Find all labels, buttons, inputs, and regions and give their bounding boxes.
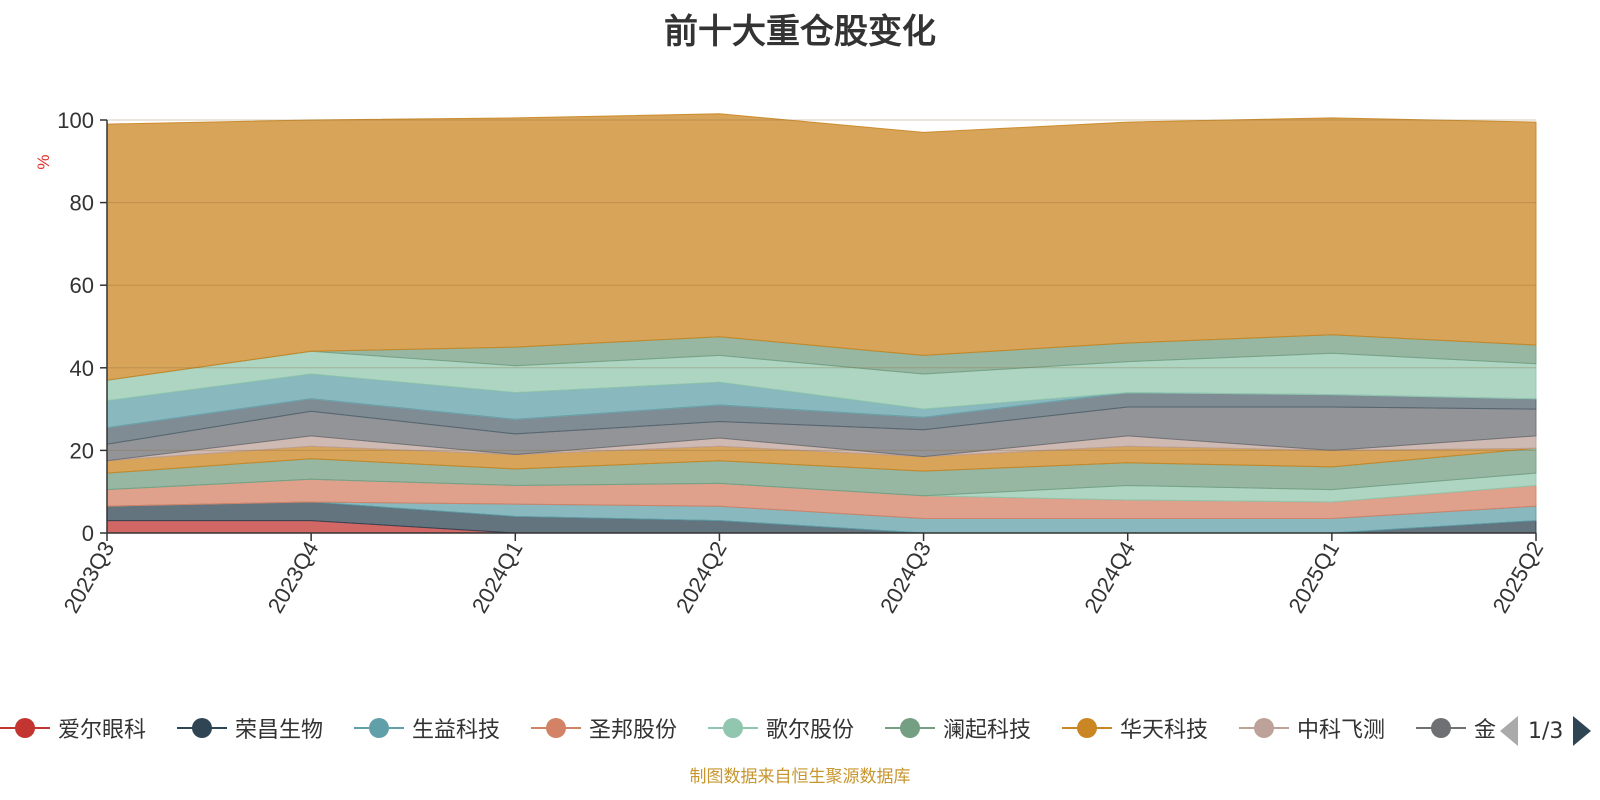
chart-title: 前十大重仓股变化 (664, 12, 936, 52)
legend-item[interactable]: 荣昌生物 (177, 712, 323, 744)
legend-marker-icon (1239, 712, 1289, 744)
legend-next-page-icon[interactable] (1573, 716, 1592, 746)
legend-page-indicator: 1/3 (1528, 718, 1564, 744)
x-tick-label: 2023Q4 (263, 537, 324, 617)
legend-item[interactable]: 中科飞测 (1239, 712, 1385, 744)
x-tick-label: 2024Q2 (671, 537, 732, 617)
legend-marker-icon (885, 712, 935, 744)
x-tick-label: 2025Q2 (1488, 537, 1549, 617)
x-tick-label: 2024Q3 (875, 537, 936, 617)
legend-label: 圣邦股份 (589, 718, 678, 743)
legend-label: 金 (1474, 718, 1497, 743)
source-note: 制图数据来自恒生聚源数据库 (689, 767, 911, 787)
x-tick-label: 2024Q4 (1079, 537, 1140, 617)
legend-item[interactable]: 华天科技 (1062, 712, 1208, 744)
y-tick-label: 100 (57, 108, 94, 133)
legend-label: 荣昌生物 (235, 718, 324, 743)
legend-item[interactable]: 生益科技 (354, 712, 500, 744)
area-series-15[interactable] (106, 113, 1537, 381)
legend-prev-page-icon[interactable] (1500, 716, 1518, 746)
legend-label: 爱尔眼科 (58, 718, 147, 743)
legend-item[interactable]: 澜起科技 (885, 712, 1031, 744)
legend-pager: 1/3 (1500, 716, 1592, 746)
x-tick-label: 2023Q3 (59, 537, 120, 617)
legend-label: 华天科技 (1120, 718, 1209, 743)
legend-marker-icon (708, 712, 758, 744)
legend-item[interactable]: 歌尔股份 (708, 712, 854, 744)
legend-label: 歌尔股份 (766, 718, 855, 743)
legend-marker-icon (354, 712, 404, 744)
x-tick-label: 2025Q1 (1283, 537, 1344, 617)
legend-item[interactable]: 圣邦股份 (531, 712, 677, 744)
legend-marker-icon (177, 712, 227, 744)
legend-item[interactable]: 爱尔眼科 (0, 712, 146, 744)
legend-marker-icon (0, 712, 50, 744)
legend-label: 澜起科技 (943, 718, 1032, 743)
y-tick-label: 20 (70, 438, 94, 463)
x-tick-label: 2024Q1 (467, 537, 528, 617)
legend: 爱尔眼科 荣昌生物 生益科技 圣邦股份 歌尔股份 澜起科技 华天科技 中科飞测 金 (0, 712, 1498, 744)
y-tick-label: 60 (70, 273, 94, 298)
y-tick-label: 40 (70, 356, 94, 381)
legend-marker-icon (1062, 712, 1112, 744)
legend-label: 生益科技 (412, 718, 501, 743)
legend-marker-icon (531, 712, 581, 744)
y-tick-label: 0 (82, 521, 94, 546)
y-axis-unit-label: % (34, 154, 53, 169)
legend-item[interactable]: 金 (1416, 712, 1496, 744)
legend-label: 中科飞测 (1297, 718, 1386, 743)
y-tick-label: 80 (70, 191, 94, 216)
legend-marker-icon (1416, 712, 1466, 744)
area-series-layer (106, 113, 1537, 534)
